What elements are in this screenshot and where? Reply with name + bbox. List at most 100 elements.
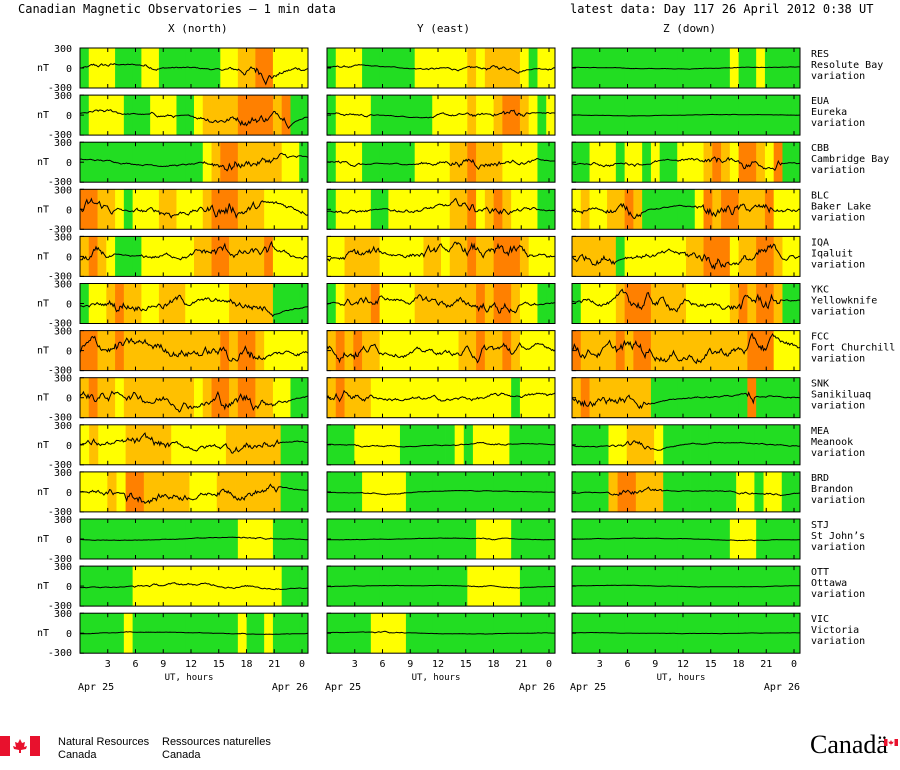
activity-band <box>738 330 748 371</box>
activity-band <box>405 471 416 512</box>
x-tick-label: 9 <box>160 659 166 670</box>
activity-band <box>729 377 740 418</box>
trace-line <box>572 584 800 588</box>
activity-band <box>484 189 495 230</box>
activity-band <box>624 519 634 559</box>
activity-band <box>171 471 181 512</box>
activity-band <box>299 566 309 607</box>
activity-band <box>379 236 389 277</box>
activity-band <box>123 519 134 559</box>
activity-band <box>717 424 728 465</box>
activity-band <box>115 48 125 88</box>
activity-band <box>189 424 199 465</box>
activity-band <box>467 236 477 277</box>
activity-band <box>445 424 456 465</box>
activity-band <box>703 142 713 183</box>
activity-band <box>97 236 107 277</box>
trace-line <box>79 240 309 261</box>
activity-band <box>721 519 731 559</box>
station-name: Resolute Bay <box>811 60 883 71</box>
activity-band <box>644 424 655 465</box>
activity-band <box>88 189 98 230</box>
activity-band <box>115 613 125 654</box>
y-tick-label: -300 <box>48 224 72 235</box>
activity-band <box>727 471 737 512</box>
trace-line <box>326 241 556 262</box>
activity-band <box>493 142 503 183</box>
station-name: Sanikiluaq <box>811 390 871 401</box>
station-code: YKC <box>811 285 829 296</box>
station-name: Brandon <box>811 484 853 495</box>
activity-band <box>98 471 108 512</box>
activity-band <box>738 189 748 230</box>
activity-band <box>458 236 468 277</box>
activity-band <box>712 95 722 136</box>
activity-band <box>229 48 239 88</box>
activity-band <box>633 566 643 607</box>
y-tick-label: 0 <box>66 535 72 546</box>
activity-band <box>141 613 151 654</box>
activity-band <box>484 330 495 371</box>
activity-band <box>624 330 634 371</box>
activity-band <box>712 283 722 324</box>
activity-band <box>432 566 442 607</box>
activity-band <box>476 95 486 136</box>
activity-band <box>449 330 459 371</box>
y-tick-label: 300 <box>54 280 72 291</box>
activity-band <box>659 142 669 183</box>
y-tick-label: 300 <box>54 327 72 338</box>
activity-band <box>229 377 239 418</box>
activity-band <box>764 519 775 559</box>
station-kind: variation <box>811 495 865 506</box>
activity-band <box>220 48 230 88</box>
activity-band <box>458 95 468 136</box>
y-tick-label: -300 <box>48 366 72 377</box>
activity-band <box>335 189 345 230</box>
activity-band <box>432 189 442 230</box>
activity-band <box>88 330 98 371</box>
activity-band <box>642 95 652 136</box>
activity-band <box>97 283 107 324</box>
activity-band <box>211 330 221 371</box>
activity-band <box>546 189 556 230</box>
activity-band <box>246 283 256 324</box>
activity-band <box>747 566 757 607</box>
activity-band <box>607 142 617 183</box>
activity-band <box>106 566 116 607</box>
activity-band <box>633 330 643 371</box>
activity-band <box>141 95 151 136</box>
trace-line <box>571 288 801 313</box>
y-tick-label: 0 <box>66 158 72 169</box>
activity-band <box>202 142 212 183</box>
activity-band <box>176 566 186 607</box>
page-title: Canadian Magnetic Observatories — 1 min … <box>18 2 336 16</box>
activity-band <box>220 189 230 230</box>
activity-band <box>211 142 221 183</box>
y-unit-label: nT <box>37 110 49 121</box>
activity-band <box>185 283 195 324</box>
activity-band <box>791 283 801 324</box>
activity-band <box>280 424 291 465</box>
activity-band <box>344 142 354 183</box>
activity-band <box>88 566 98 607</box>
y-tick-label: 300 <box>54 515 72 526</box>
activity-band <box>686 330 696 371</box>
activity-band <box>344 48 354 88</box>
activity-band <box>327 566 337 607</box>
station-code: EUA <box>811 96 829 107</box>
activity-band <box>493 236 503 277</box>
activity-band <box>519 142 530 183</box>
activity-band <box>115 566 125 607</box>
activity-band <box>123 189 134 230</box>
wordmark-flag-icon <box>884 731 898 746</box>
activity-band <box>708 424 719 465</box>
activity-band <box>132 613 142 654</box>
activity-band <box>202 377 212 418</box>
activity-band <box>327 519 337 559</box>
activity-band <box>255 95 265 136</box>
date-end-label: Apr 26 <box>764 682 800 693</box>
activity-band <box>264 236 274 277</box>
activity-band <box>441 95 451 136</box>
activity-band <box>589 189 599 230</box>
activity-band <box>88 95 98 136</box>
